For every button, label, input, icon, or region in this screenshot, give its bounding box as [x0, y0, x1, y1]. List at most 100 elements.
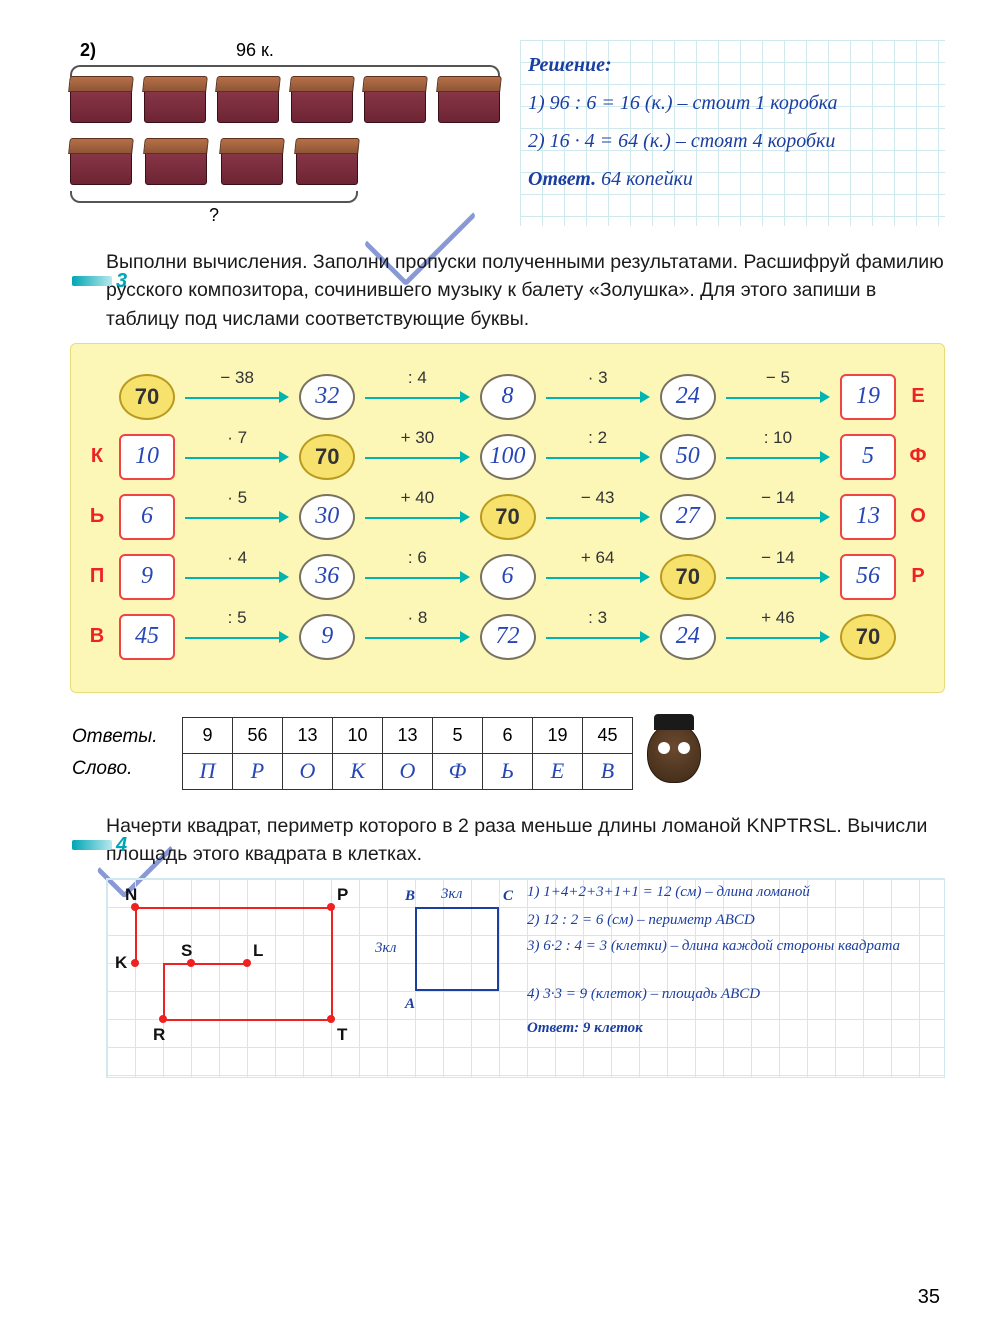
answer-cell: 100: [480, 434, 536, 480]
operation-label: : 6: [408, 548, 427, 568]
operation-label: : 10: [764, 428, 792, 448]
candy-box: [70, 83, 132, 123]
candy-box: [364, 83, 426, 123]
row-letter-right: Р: [906, 565, 930, 588]
arrow: · 7: [185, 446, 289, 468]
arrow: : 10: [726, 446, 830, 468]
pt-T: T: [337, 1025, 347, 1045]
answer-letter: Ф: [433, 753, 483, 789]
word-label: Слово.: [72, 758, 168, 780]
chain-row: В 45 : 5 9 · 8 72 : 3 24 + 46 70: [85, 614, 930, 660]
operation-label: + 46: [761, 608, 795, 628]
chain-row: К10· 770+ 30100: 250: 105Ф: [85, 434, 930, 480]
answer-cell: 24: [660, 614, 716, 660]
arrow: − 14: [726, 506, 830, 528]
candy-box: [438, 83, 500, 123]
calc-line: 1) 1+4+2+3+1+1 = 12 (см) – длина ломаной: [527, 883, 940, 902]
answer-number: 56: [233, 717, 283, 753]
pt-B: B: [405, 887, 415, 906]
answer-letter: К: [333, 753, 383, 789]
pt-C: C: [503, 887, 513, 906]
answer-cell: 24: [660, 374, 716, 420]
calc-line: 4) 3·3 = 9 (клеток) – площадь ABCD: [527, 985, 940, 1004]
pt-K: K: [115, 953, 127, 973]
answer-number: 45: [583, 717, 633, 753]
answer-letter: О: [283, 753, 333, 789]
ex2-value: 96 к.: [236, 40, 274, 61]
fixed-cell: 70: [480, 494, 536, 540]
square-abcd: [415, 907, 499, 991]
arrow: + 46: [726, 626, 830, 648]
answer-cell: 36: [299, 554, 355, 600]
answer-cell: 6: [480, 554, 536, 600]
candy-box: [296, 145, 358, 185]
exercise-2: 2) 96 к. ? Решение:: [70, 40, 945, 226]
answer-cell: 30: [299, 494, 355, 540]
candy-box: [217, 83, 279, 123]
candy-box: [145, 145, 207, 185]
row-letter-right: Ф: [906, 445, 930, 468]
arrow: · 4: [185, 566, 289, 588]
operation-label: · 5: [227, 488, 247, 508]
calc-answer: Ответ: 9 клеток: [527, 1019, 940, 1038]
arrow: : 5: [185, 626, 289, 648]
dim-label: 3кл: [441, 885, 462, 904]
arrow: − 5: [726, 386, 830, 408]
fixed-cell: 70: [660, 554, 716, 600]
answer-text: 64 копейки: [601, 168, 693, 190]
arrow: − 38: [185, 386, 289, 408]
task-number: 3: [116, 270, 127, 293]
arrow: : 2: [546, 446, 650, 468]
arrow: : 6: [365, 566, 469, 588]
operation-label: + 40: [401, 488, 435, 508]
operation-label: − 14: [761, 488, 795, 508]
candy-box: [291, 83, 353, 123]
calculation-chains: 70− 3832: 48· 324− 519ЕК10· 770+ 30100: …: [70, 343, 945, 693]
answer-letter: П: [183, 753, 233, 789]
answer-cell: 5: [840, 434, 896, 480]
answer-number: 13: [383, 717, 433, 753]
operation-label: − 5: [766, 368, 790, 388]
arrow: · 5: [185, 506, 289, 528]
arrow: − 43: [546, 506, 650, 528]
pt-A: A: [405, 995, 415, 1014]
answer-cell: 72: [480, 614, 536, 660]
fixed-cell: 70: [119, 374, 175, 420]
operation-label: − 43: [581, 488, 615, 508]
pt-L: L: [253, 941, 263, 961]
answer-number: 5: [433, 717, 483, 753]
calc-line: 2) 12 : 2 = 6 (см) – периметр ABCD: [527, 911, 940, 930]
answer-cell: 56: [840, 554, 896, 600]
row-letter-left: В: [85, 625, 109, 648]
candy-box: [144, 83, 206, 123]
answer-cell: 45: [119, 614, 175, 660]
operation-label: · 7: [227, 428, 247, 448]
task-3-text: Выполни вычисления. Заполни пропуски пол…: [106, 248, 945, 333]
answers-label: Ответы.: [72, 726, 168, 748]
row-letter-left: П: [85, 565, 109, 588]
row-letter-left: К: [85, 445, 109, 468]
ex2-label: 2): [80, 40, 96, 61]
fixed-cell: 70: [840, 614, 896, 660]
arrow: · 8: [365, 626, 469, 648]
pt-N: N: [125, 885, 137, 905]
owl-icon: [647, 723, 701, 783]
answer-cell: 9: [299, 614, 355, 660]
chain-row: 70− 3832: 48· 324− 519Е: [85, 374, 930, 420]
question-mark: ?: [70, 205, 358, 226]
solution-line: 1) 96 : 6 = 16 (к.) – стоит 1 коробка: [528, 84, 937, 122]
arrow: + 30: [365, 446, 469, 468]
arrow: : 4: [365, 386, 469, 408]
operation-label: · 4: [227, 548, 247, 568]
pt-P: P: [337, 885, 348, 905]
answer-letter: О: [383, 753, 433, 789]
answer-cell: 8: [480, 374, 536, 420]
operation-label: + 64: [581, 548, 615, 568]
operation-label: : 5: [228, 608, 247, 628]
fixed-cell: 70: [299, 434, 355, 480]
dim-label: 3кл: [375, 939, 396, 958]
arrow: : 3: [546, 626, 650, 648]
operation-label: · 8: [407, 608, 427, 628]
answer-cell: 9: [119, 554, 175, 600]
answer-cell: 32: [299, 374, 355, 420]
